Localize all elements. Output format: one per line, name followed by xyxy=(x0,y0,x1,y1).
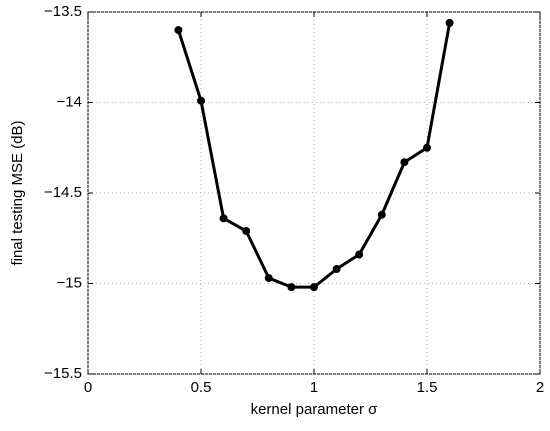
x-tick-label: 2 xyxy=(536,379,544,396)
y-axis-label: final testing MSE (dB) xyxy=(9,120,26,265)
data-point xyxy=(197,96,205,105)
y-tick-label: −14 xyxy=(57,93,82,110)
data-point xyxy=(287,283,296,292)
data-point xyxy=(377,210,386,219)
y-tick-label: −13.5 xyxy=(44,3,82,20)
y-tick-label: −14.5 xyxy=(44,184,82,201)
x-tick-label: 1 xyxy=(310,379,318,396)
x-tick-label: 0.5 xyxy=(191,379,212,396)
data-point xyxy=(264,274,273,283)
data-point xyxy=(355,250,364,259)
data-point xyxy=(400,158,409,167)
y-tick-label: −15.5 xyxy=(44,365,82,382)
y-tick-label: −15 xyxy=(57,274,82,291)
x-tick-label: 1.5 xyxy=(417,379,438,396)
data-point xyxy=(174,26,183,35)
x-tick-label: 0 xyxy=(84,379,92,396)
data-point xyxy=(445,18,454,27)
data-point xyxy=(332,265,341,274)
data-point xyxy=(310,283,318,292)
x-axis-label: kernel parameter σ xyxy=(251,401,379,418)
data-point xyxy=(242,227,251,236)
data-point xyxy=(423,143,431,152)
data-point xyxy=(219,214,228,223)
